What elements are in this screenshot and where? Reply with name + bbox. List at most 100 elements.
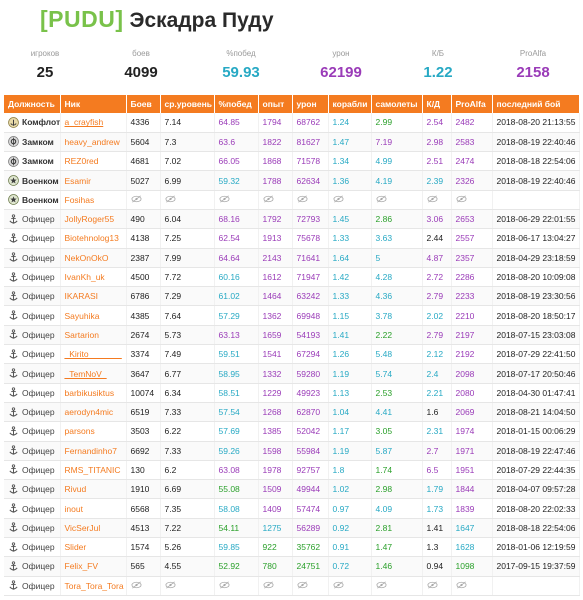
nick-cell: Rivud (60, 479, 127, 500)
player-nick-link[interactable]: Fernandinho7 (64, 445, 117, 456)
proalfa-cell: 2069 (451, 402, 493, 423)
anchor-icon (8, 271, 19, 283)
battles-cell: 5027 (126, 170, 161, 191)
clan-summary: игроков 25 боев 4099 %побед 59.93 урон 6… (0, 48, 583, 98)
avg-level-cell: 7.72 (160, 267, 215, 288)
role-cell: Офицер (4, 209, 61, 230)
proalfa-cell: 2357 (451, 248, 493, 268)
last-battle-cell: 2018-01-15 00:06:29 (492, 421, 580, 442)
player-nick-link[interactable]: VicSerJul (64, 522, 101, 533)
winrate-cell (214, 190, 259, 210)
column-header[interactable]: корабли (328, 95, 372, 113)
roster-table: Должность Ник Боев ср.уровень %побед опыт урон… (4, 95, 580, 596)
player-nick-link[interactable]: Sartarion (64, 329, 100, 340)
nick-cell: inout (60, 498, 127, 519)
player-nick-link[interactable]: Esamir (64, 175, 91, 186)
kd-cell: 2.51 (422, 151, 452, 172)
player-nick-link[interactable]: _Kirito_______ (64, 349, 122, 360)
role-cell: Офицер (4, 228, 61, 249)
winrate-cell: 58.51 (214, 383, 259, 403)
exp-cell: 1275 (258, 518, 293, 539)
eye-slash-icon (263, 581, 274, 589)
planes-cell (371, 576, 423, 596)
column-header[interactable]: ProAlfa (451, 95, 493, 113)
column-header[interactable]: самолеты (371, 95, 423, 113)
last-battle-cell (492, 190, 580, 210)
role-cell: Офицер (4, 537, 61, 558)
nick-cell: Biotehnolog13 (60, 228, 127, 249)
column-header[interactable]: Должность (4, 95, 61, 113)
winrate-cell: 59.51 (214, 344, 259, 365)
player-nick-link[interactable]: parsons (64, 426, 95, 437)
role-cell: Офицер (4, 325, 61, 346)
player-nick-link[interactable]: Biotehnolog13 (64, 233, 119, 244)
role-label: Офицер (22, 522, 55, 533)
player-nick-link[interactable]: aerodyn4mic (64, 407, 114, 418)
anchor-icon (8, 426, 19, 437)
proalfa-cell: 2098 (451, 363, 493, 384)
kd-cell: 6.5 (422, 460, 452, 481)
last-battle-cell: 2018-06-17 13:04:27 (492, 228, 580, 249)
exp-cell (258, 576, 293, 596)
player-nick-link[interactable]: NekOnOkO (64, 252, 109, 263)
anchor-icon (8, 349, 19, 360)
column-header[interactable]: Боев (126, 95, 161, 113)
summary-value: 4099 (124, 64, 158, 81)
role: Офицер (8, 213, 56, 225)
column-header[interactable]: урон (292, 95, 329, 113)
player-nick-link[interactable]: REZ0red (64, 156, 99, 167)
table-row: Офицер Sayuhika 4385 7.64 57.29 1362 69948 1.15… (4, 305, 580, 326)
table-row: Офицер Biotehnolog13 4138 7.25 62.54 1913 7567… (4, 228, 580, 249)
column-header[interactable]: К/Д (422, 95, 452, 113)
player-nick-link[interactable]: heavy_andrew (64, 136, 120, 147)
player-nick-link[interactable]: IKARASI (64, 291, 99, 302)
table-row: Комфлот a_crayfish 4336 7.14 64.85 1794 68762 1… (4, 113, 580, 133)
clan-tag: [PUDU] (40, 6, 124, 32)
kd-cell: 0.94 (422, 556, 452, 577)
planes-cell: 5.48 (371, 344, 423, 365)
exp-cell: 1822 (258, 132, 293, 153)
player-nick-link[interactable]: JollyRoger55 (64, 214, 115, 225)
player-nick-link[interactable]: _TemNoV_ (64, 368, 107, 379)
last-battle-cell: 2018-07-15 23:03:08 (492, 325, 580, 346)
damage-cell: 69948 (292, 305, 329, 326)
role: Офицер (8, 542, 56, 553)
column-header[interactable]: ср.уровень (160, 95, 215, 113)
exp-cell (258, 190, 293, 210)
player-nick-link[interactable]: IvanKh_uk (64, 272, 105, 283)
avg-level-cell: 5.26 (160, 537, 215, 558)
planes-cell: 2.81 (371, 518, 423, 539)
player-nick-link[interactable]: Sayuhika (64, 310, 100, 321)
proalfa-cell (451, 576, 493, 596)
avg-level-cell: 7.25 (160, 228, 215, 249)
role-label: Офицер (22, 387, 55, 398)
damage-cell (292, 576, 329, 596)
last-battle-cell: 2018-04-30 01:47:41 (492, 383, 580, 403)
player-nick-link[interactable]: Tora_Tora_Tora (64, 580, 124, 591)
last-battle-cell: 2018-08-19 23:30:56 (492, 286, 580, 307)
player-nick-link[interactable]: barbikusiktus (64, 387, 115, 398)
role-label: Офицер (22, 291, 55, 302)
winrate-cell: 62.54 (214, 228, 259, 249)
winrate-cell: 63.08 (214, 460, 259, 481)
player-nick-link[interactable]: Felix_FV (64, 561, 99, 572)
column-header[interactable]: опыт (258, 95, 293, 113)
role-label: Офицер (22, 445, 55, 456)
column-header[interactable]: Ник (60, 95, 127, 113)
player-nick-link[interactable]: a_crayfish (64, 117, 104, 128)
player-nick-link[interactable]: Rivud (64, 484, 87, 495)
column-header[interactable]: %побед (214, 95, 259, 113)
player-nick-link[interactable]: Slider (64, 542, 87, 553)
player-nick-link[interactable]: Fosihas (64, 194, 95, 205)
player-nick-link[interactable]: inout (64, 503, 83, 514)
column-header[interactable]: последний бой (492, 95, 580, 113)
proalfa-cell: 1098 (451, 556, 493, 577)
nick-cell: Felix_FV (60, 556, 127, 577)
planes-cell: 2.86 (371, 209, 423, 230)
summary-proalfa: ProAlfa 2158 (488, 48, 578, 81)
player-nick-link[interactable]: RMS_TITANIC (64, 464, 121, 475)
role: Офицер (8, 271, 56, 283)
anchor-icon (8, 233, 19, 244)
last-battle-cell: 2017-09-15 19:37:59 (492, 556, 580, 577)
table-row: Офицер parsons 3503 6.22 57.69 1385 52042 1.17 3… (4, 421, 580, 442)
